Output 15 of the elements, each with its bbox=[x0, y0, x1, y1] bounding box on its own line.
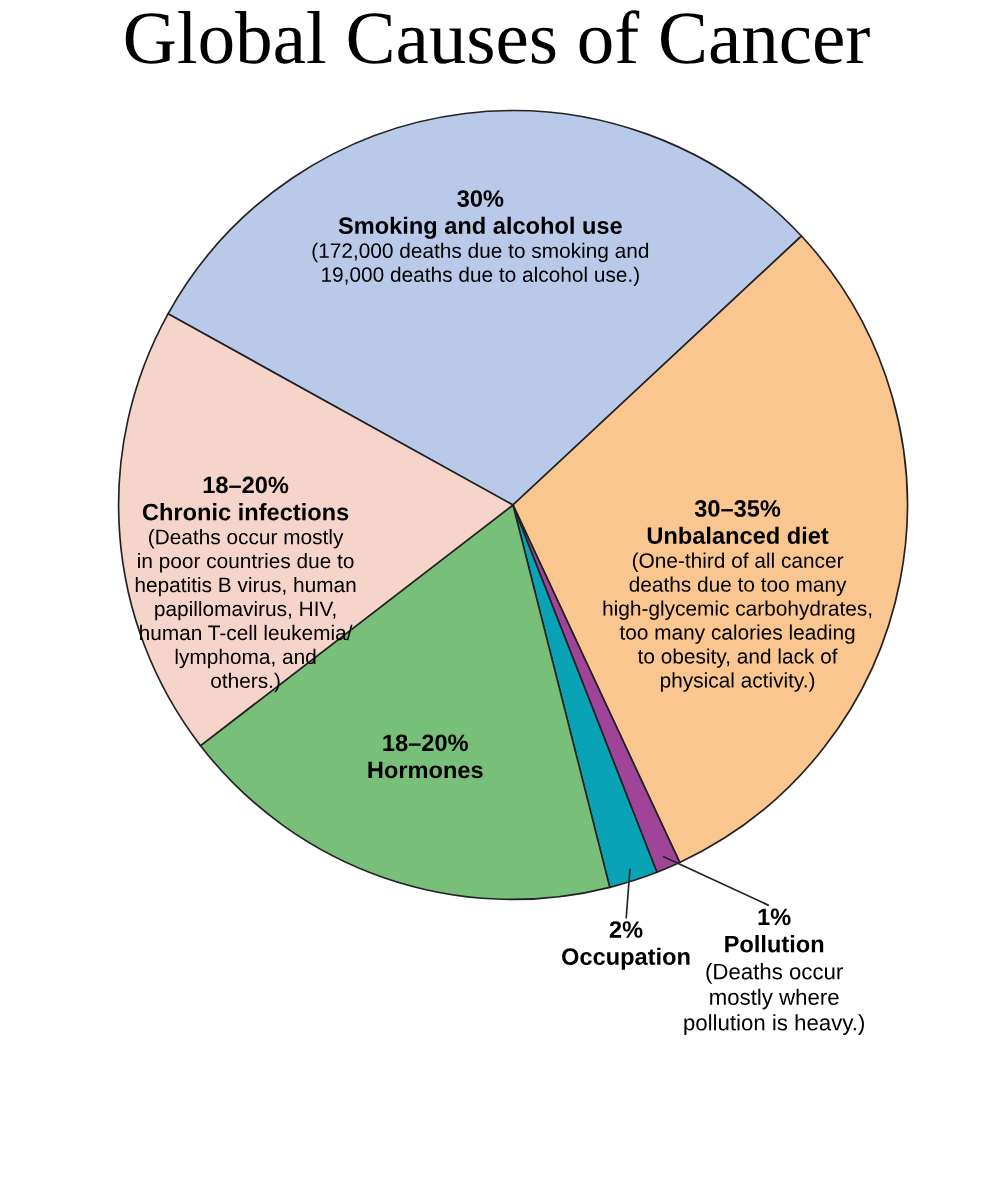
text: (172,000 deaths due to smoking and 19,000 deaths due to alcohol use.) bbox=[312, 242, 649, 287]
chart-title: Global Causes of Cancer bbox=[125, 10, 870, 64]
slice-label: Chronic infections bbox=[142, 503, 349, 521]
slice-label: Occupation bbox=[562, 947, 690, 970]
data-label: 30–35% bbox=[694, 500, 781, 517]
slice-label: Unbalanced diet bbox=[647, 526, 829, 544]
slice-label: Hormones bbox=[368, 761, 483, 779]
data-label: 2% bbox=[609, 921, 643, 938]
slice-label: Pollution bbox=[725, 935, 824, 953]
slice-label: Smoking and alcohol use bbox=[338, 216, 622, 239]
data-label: 1% bbox=[758, 908, 791, 926]
data-label: 18–20% bbox=[383, 734, 468, 752]
text: (One-third of all cancer deaths due to too many high-glycemic carbohydrates, too many calories leading to obesity, and lack of physical activity.) bbox=[603, 552, 872, 692]
data-label: 30% bbox=[457, 190, 504, 207]
data-label: 18–20% bbox=[203, 476, 289, 494]
